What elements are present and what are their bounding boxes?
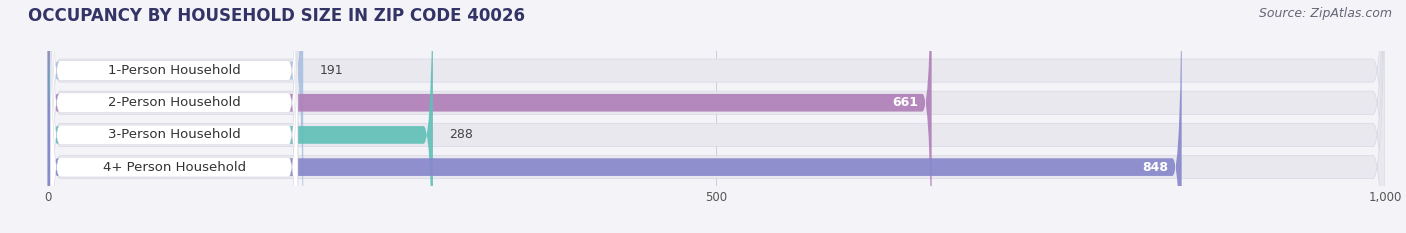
FancyBboxPatch shape (51, 0, 298, 233)
FancyBboxPatch shape (48, 0, 1385, 233)
FancyBboxPatch shape (48, 0, 1181, 233)
FancyBboxPatch shape (48, 0, 433, 233)
FancyBboxPatch shape (48, 0, 1385, 233)
FancyBboxPatch shape (51, 0, 298, 233)
FancyBboxPatch shape (48, 0, 1385, 233)
Text: Source: ZipAtlas.com: Source: ZipAtlas.com (1258, 7, 1392, 20)
Text: 3-Person Household: 3-Person Household (108, 128, 240, 141)
Text: OCCUPANCY BY HOUSEHOLD SIZE IN ZIP CODE 40026: OCCUPANCY BY HOUSEHOLD SIZE IN ZIP CODE … (28, 7, 524, 25)
Text: 1-Person Household: 1-Person Household (108, 64, 240, 77)
FancyBboxPatch shape (51, 0, 298, 233)
FancyBboxPatch shape (48, 0, 932, 233)
FancyBboxPatch shape (48, 0, 1385, 233)
FancyBboxPatch shape (51, 0, 298, 233)
Text: 4+ Person Household: 4+ Person Household (103, 161, 246, 174)
Text: 661: 661 (893, 96, 918, 109)
Text: 288: 288 (449, 128, 472, 141)
Text: 191: 191 (319, 64, 343, 77)
FancyBboxPatch shape (48, 0, 304, 233)
Text: 848: 848 (1142, 161, 1168, 174)
Text: 2-Person Household: 2-Person Household (108, 96, 240, 109)
